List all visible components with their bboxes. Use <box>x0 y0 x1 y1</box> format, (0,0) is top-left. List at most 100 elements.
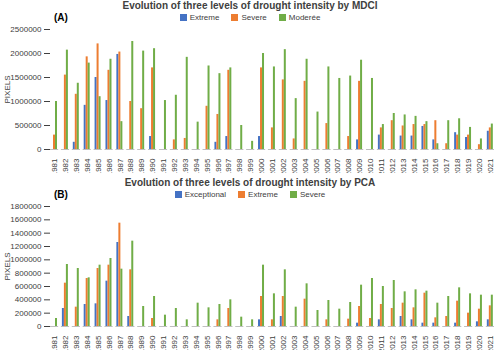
svg-text:1997: 1997 <box>224 335 233 350</box>
svg-text:2016: 2016 <box>431 335 440 350</box>
svg-text:1991: 1991 <box>159 158 168 173</box>
svg-text:2004: 2004 <box>301 158 310 173</box>
svg-text:600000: 600000 <box>15 282 42 291</box>
svg-text:1982: 1982 <box>61 335 70 350</box>
svg-text:1987: 1987 <box>116 335 125 350</box>
svg-text:2003: 2003 <box>290 158 299 173</box>
svg-text:1993: 1993 <box>181 158 190 173</box>
svg-text:2018: 2018 <box>453 158 462 173</box>
svg-text:2017: 2017 <box>442 335 451 350</box>
svg-text:1998: 1998 <box>235 158 244 173</box>
svg-text:1000000: 1000000 <box>10 97 42 106</box>
svg-text:1990: 1990 <box>148 335 157 350</box>
svg-text:2016: 2016 <box>431 158 440 173</box>
svg-text:2013: 2013 <box>399 158 408 173</box>
svg-text:2004: 2004 <box>301 335 310 350</box>
svg-text:1800000: 1800000 <box>10 202 42 211</box>
svg-text:2008: 2008 <box>344 158 353 173</box>
svg-text:2009: 2009 <box>355 335 364 350</box>
svg-text:2021: 2021 <box>486 335 495 350</box>
svg-text:1983: 1983 <box>72 158 81 173</box>
svg-text:1981: 1981 <box>50 158 59 173</box>
svg-text:1984: 1984 <box>83 335 92 350</box>
svg-text:1983: 1983 <box>72 335 81 350</box>
svg-text:2011: 2011 <box>377 335 386 350</box>
svg-text:2020: 2020 <box>475 158 484 173</box>
svg-text:1995: 1995 <box>203 158 212 173</box>
svg-text:2001: 2001 <box>268 158 277 173</box>
svg-text:2012: 2012 <box>388 335 397 350</box>
svg-text:2000: 2000 <box>257 158 266 173</box>
svg-text:1992: 1992 <box>170 335 179 350</box>
svg-text:1600000: 1600000 <box>10 215 42 224</box>
svg-text:1993: 1993 <box>181 335 190 350</box>
svg-text:1996: 1996 <box>214 335 223 350</box>
svg-text:1982: 1982 <box>61 158 70 173</box>
svg-text:1989: 1989 <box>137 335 146 350</box>
svg-text:1000000: 1000000 <box>10 255 42 264</box>
svg-text:1997: 1997 <box>224 158 233 173</box>
svg-text:1996: 1996 <box>214 158 223 173</box>
svg-text:2015: 2015 <box>421 335 430 350</box>
svg-text:1986: 1986 <box>105 335 114 350</box>
svg-text:2003: 2003 <box>290 335 299 350</box>
svg-text:2006: 2006 <box>323 335 332 350</box>
svg-text:2001: 2001 <box>268 335 277 350</box>
svg-text:1988: 1988 <box>126 158 135 173</box>
svg-text:2011: 2011 <box>377 158 386 173</box>
svg-text:2020: 2020 <box>475 335 484 350</box>
svg-text:1989: 1989 <box>137 158 146 173</box>
svg-text:1990: 1990 <box>148 158 157 173</box>
svg-text:2010: 2010 <box>366 335 375 350</box>
svg-text:PIXELS: PIXELS <box>3 252 12 280</box>
svg-text:2014: 2014 <box>410 158 419 173</box>
svg-text:2015: 2015 <box>421 158 430 173</box>
svg-text:1400000: 1400000 <box>10 229 42 238</box>
svg-text:2021: 2021 <box>486 158 495 173</box>
svg-text:2002: 2002 <box>279 158 288 173</box>
svg-text:2007: 2007 <box>333 335 342 350</box>
svg-text:2000: 2000 <box>257 335 266 350</box>
svg-text:1500000: 1500000 <box>10 73 42 82</box>
svg-text:2006: 2006 <box>323 158 332 173</box>
svg-text:1991: 1991 <box>159 335 168 350</box>
svg-text:1985: 1985 <box>94 335 103 350</box>
svg-text:2005: 2005 <box>312 158 321 173</box>
svg-text:2005: 2005 <box>312 335 321 350</box>
svg-text:1994: 1994 <box>192 335 201 350</box>
svg-text:1988: 1988 <box>126 335 135 350</box>
svg-text:1992: 1992 <box>170 158 179 173</box>
svg-text:1987: 1987 <box>116 158 125 173</box>
svg-text:2007: 2007 <box>333 158 342 173</box>
svg-text:2012: 2012 <box>388 158 397 173</box>
svg-text:2500000: 2500000 <box>10 25 42 34</box>
svg-text:1984: 1984 <box>83 158 92 173</box>
svg-text:2019: 2019 <box>464 158 473 173</box>
svg-text:400000: 400000 <box>15 295 42 304</box>
svg-text:1999: 1999 <box>246 158 255 173</box>
svg-text:0: 0 <box>37 322 42 331</box>
svg-text:PIXELS: PIXELS <box>3 75 12 103</box>
svg-text:1995: 1995 <box>203 335 212 350</box>
svg-text:200000: 200000 <box>15 309 42 318</box>
svg-text:2008: 2008 <box>344 335 353 350</box>
svg-text:1994: 1994 <box>192 158 201 173</box>
svg-text:1999: 1999 <box>246 335 255 350</box>
svg-text:1985: 1985 <box>94 158 103 173</box>
svg-text:0: 0 <box>37 145 42 154</box>
svg-text:500000: 500000 <box>15 121 42 130</box>
svg-text:1986: 1986 <box>105 158 114 173</box>
svg-text:800000: 800000 <box>15 269 42 278</box>
svg-text:2000000: 2000000 <box>10 49 42 58</box>
svg-text:2019: 2019 <box>464 335 473 350</box>
svg-text:2002: 2002 <box>279 335 288 350</box>
svg-text:1998: 1998 <box>235 335 244 350</box>
svg-text:2014: 2014 <box>410 335 419 350</box>
svg-text:2009: 2009 <box>355 158 364 173</box>
svg-text:2013: 2013 <box>399 335 408 350</box>
svg-text:1200000: 1200000 <box>10 242 42 251</box>
svg-text:1981: 1981 <box>50 335 59 350</box>
svg-text:2018: 2018 <box>453 335 462 350</box>
svg-text:2017: 2017 <box>442 158 451 173</box>
svg-text:2010: 2010 <box>366 158 375 173</box>
